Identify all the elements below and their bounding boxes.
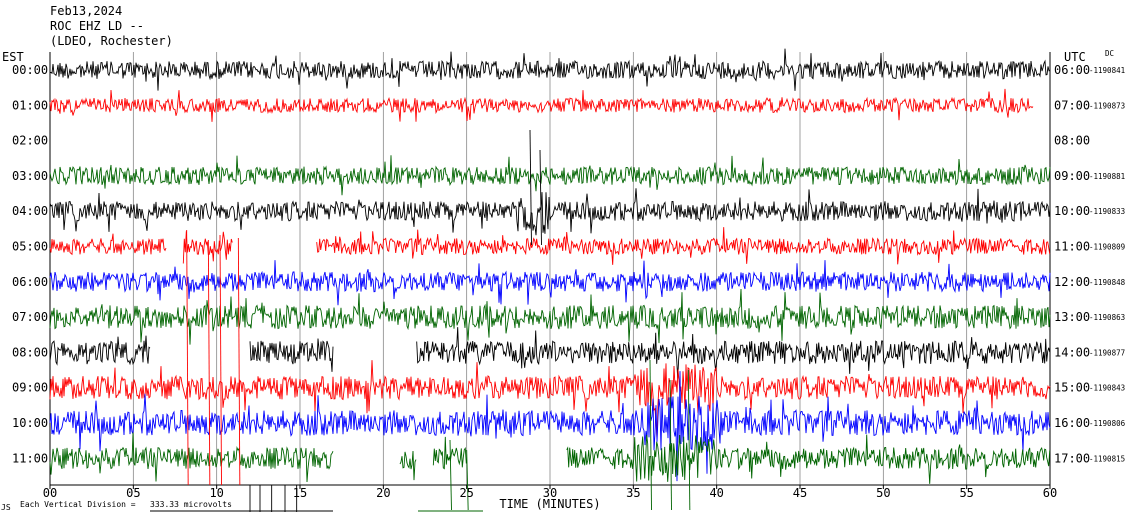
trace-1500-seg-0 [49, 360, 1051, 439]
event-spike-10 [466, 449, 469, 511]
dc-offset-11: -1190815 [1089, 454, 1125, 463]
dc-offset-0: -1190841 [1089, 66, 1125, 75]
x-tick-00: 00 [43, 486, 57, 500]
trace-1600-seg-0 [49, 371, 1051, 482]
utc-label-8: 14:00 [1054, 345, 1090, 359]
utc-label-1: 07:00 [1054, 98, 1090, 112]
trace-0900-seg-0 [49, 155, 1051, 196]
x-tick-20: 20 [376, 486, 390, 500]
x-axis-label: TIME (MINUTES) [499, 497, 600, 511]
scale-note-value: 333.33 microvolts [150, 500, 232, 509]
utc-label-11: 17:00 [1054, 451, 1090, 465]
trace-1700-seg-3 [566, 434, 1051, 484]
x-tick-50: 50 [876, 486, 890, 500]
scale-note-prefix: Each Vertical Division = [20, 500, 136, 509]
trace-1700-seg-0 [49, 432, 334, 483]
utc-label-0: 06:00 [1054, 63, 1090, 77]
x-tick-55: 55 [959, 486, 973, 500]
x-tick-40: 40 [709, 486, 723, 500]
trace-0700-seg-0 [49, 88, 1034, 122]
corner-mark: JS [1, 503, 11, 512]
dc-offset-1: -1190873 [1089, 101, 1125, 110]
utc-label-9: 15:00 [1054, 381, 1090, 395]
dc-axis-title: DC [1105, 49, 1114, 58]
est-label-2: 02:00 [12, 134, 48, 148]
est-label-6: 06:00 [12, 275, 48, 289]
est-label-0: 00:00 [12, 63, 48, 77]
trace-1200-seg-0 [49, 260, 1051, 306]
dc-offset-5: -1190809 [1089, 243, 1125, 252]
x-tick-15: 15 [293, 486, 307, 500]
trace-1700-seg-2 [432, 436, 467, 470]
x-tick-25: 25 [459, 486, 473, 500]
trace-1100-seg-2 [316, 227, 1051, 265]
trace-1300-seg-0 [49, 288, 1051, 345]
seismic-traces [49, 48, 1051, 484]
event-spike-0 [186, 229, 189, 486]
event-spike-6 [649, 359, 652, 511]
utc-label-4: 10:00 [1054, 204, 1090, 218]
dc-offset-3: -1190881 [1089, 172, 1125, 181]
time-gridlines [49, 52, 1051, 489]
utc-label-3: 09:00 [1054, 169, 1090, 183]
x-tick-35: 35 [626, 486, 640, 500]
chart-network: (LDEO, Rochester) [50, 34, 173, 48]
utc-axis-title: UTC [1064, 50, 1086, 64]
event-spike-8 [687, 369, 691, 511]
est-label-1: 01:00 [12, 98, 48, 112]
trace-1000-seg-0 [49, 188, 1051, 236]
event-spike-5 [539, 149, 542, 246]
event-spike-7 [669, 379, 672, 511]
x-tick-45: 45 [793, 486, 807, 500]
event-spike-4 [529, 129, 532, 246]
utc-label-2: 08:00 [1054, 134, 1090, 148]
x-tick-10: 10 [209, 486, 223, 500]
event-overlays [150, 129, 691, 512]
est-label-9: 09:00 [12, 381, 48, 395]
event-spike-3 [207, 239, 211, 486]
utc-label-6: 12:00 [1054, 275, 1090, 289]
x-tick-60: 60 [1043, 486, 1057, 500]
utc-label-10: 16:00 [1054, 416, 1090, 430]
event-spike-1 [219, 234, 222, 486]
est-label-4: 04:00 [12, 204, 48, 218]
trace-1100-seg-1 [182, 231, 233, 264]
dc-offset-6: -1190848 [1089, 278, 1126, 287]
trace-1700-seg-1 [399, 450, 417, 481]
dc-offset-10: -1190806 [1089, 419, 1126, 428]
trace-0600-seg-0 [49, 48, 1051, 91]
trace-1400-seg-2 [416, 327, 1051, 379]
est-label-7: 07:00 [12, 310, 48, 324]
trace-1100-seg-0 [49, 233, 167, 256]
est-label-10: 10:00 [12, 416, 48, 430]
chart-channel: ROC EHZ LD -- [50, 19, 144, 33]
dc-offset-9: -1190843 [1089, 384, 1125, 393]
trace-1400-seg-1 [249, 338, 334, 372]
est-label-11: 11:00 [12, 451, 48, 465]
x-tick-30: 30 [543, 486, 557, 500]
utc-label-7: 13:00 [1054, 310, 1090, 324]
x-tick-05: 05 [126, 486, 140, 500]
dc-offset-8: -1190877 [1089, 348, 1125, 357]
est-label-8: 08:00 [12, 345, 48, 359]
dc-offset-7: -1190863 [1089, 313, 1125, 322]
chart-date: Feb13,2024 [50, 4, 122, 18]
trace-1400-seg-0 [49, 335, 151, 366]
est-label-3: 03:00 [12, 169, 48, 183]
utc-label-5: 11:00 [1054, 240, 1090, 254]
est-label-5: 05:00 [12, 240, 48, 254]
event-spike-2 [237, 237, 241, 486]
dc-offset-4: -1190833 [1089, 207, 1125, 216]
event-spike-9 [449, 439, 452, 511]
est-axis-title: EST [2, 50, 24, 64]
